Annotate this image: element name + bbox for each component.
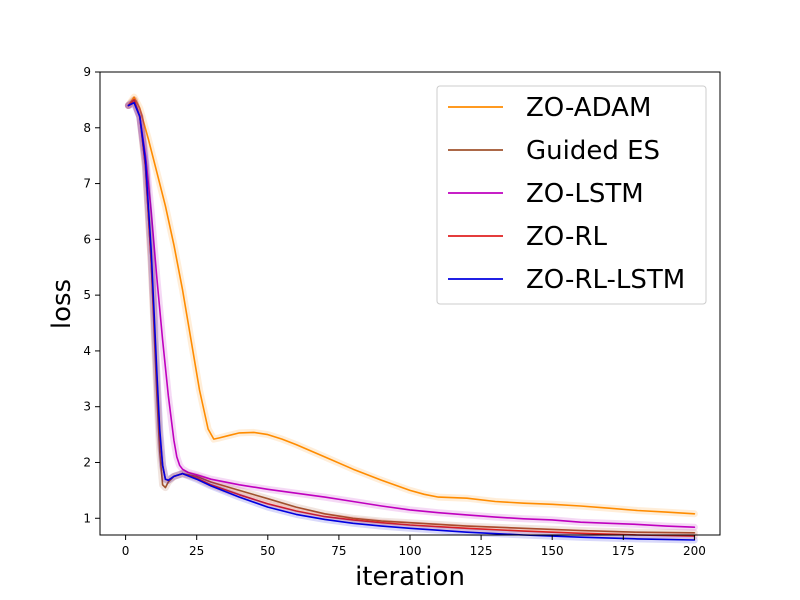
- legend-label-zo-adam: ZO-ADAM: [526, 93, 651, 123]
- legend-label-zo-rl: ZO-RL: [526, 222, 607, 252]
- x-tick-label: 75: [331, 544, 346, 558]
- y-tick-label: 7: [83, 177, 91, 191]
- series-line-zo-adam: [127, 96, 696, 515]
- legend-label-guided-es: Guided ES: [526, 136, 660, 166]
- y-tick-label: 4: [83, 344, 91, 358]
- x-tick-label: 50: [260, 544, 275, 558]
- x-axis: 0 25 50 75 100 125 150 175 200: [122, 535, 706, 558]
- legend: ZO-ADAM Guided ES ZO-LSTM ZO-RL ZO-RL-LSTM: [436, 85, 707, 305]
- y-tick-label: 1: [83, 511, 91, 525]
- series-layer: [124, 93, 698, 544]
- y-axis: 1 2 3 4 5 6 7 8 9: [83, 65, 100, 525]
- x-tick-label: 150: [541, 544, 564, 558]
- y-axis-label: loss: [47, 279, 77, 329]
- y-tick-label: 9: [83, 65, 91, 79]
- x-tick-label: 100: [399, 544, 422, 558]
- legend-label-zo-lstm: ZO-LSTM: [526, 179, 644, 209]
- y-tick-label: 5: [83, 288, 91, 302]
- series-line-zo-rl-lstm: [127, 101, 696, 541]
- x-tick-label: 125: [470, 544, 493, 558]
- x-tick-label: 0: [122, 544, 130, 558]
- y-tick-label: 6: [83, 232, 91, 246]
- x-tick-label: 25: [189, 544, 204, 558]
- x-tick-label: 175: [612, 544, 635, 558]
- y-tick-label: 2: [83, 455, 91, 469]
- y-tick-label: 3: [83, 400, 91, 414]
- y-tick-label: 8: [83, 121, 91, 135]
- legend-box: [436, 85, 707, 305]
- x-tick-label: 200: [683, 544, 706, 558]
- legend-label-zo-rl-lstm: ZO-RL-LSTM: [526, 265, 685, 295]
- x-axis-label: iteration: [355, 562, 465, 592]
- series-line-zo-lstm: [127, 101, 696, 529]
